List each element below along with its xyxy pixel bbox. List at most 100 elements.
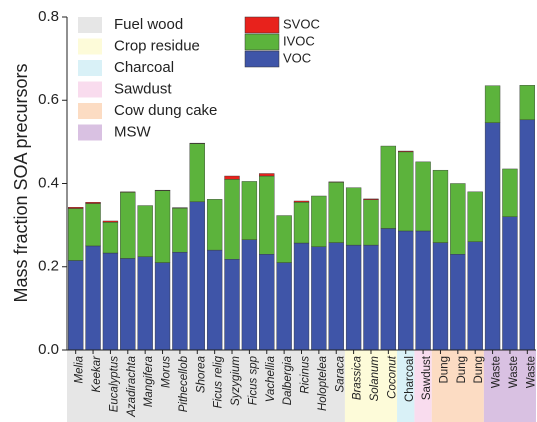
x-tick-label: Melia [74, 356, 86, 383]
bar-segment [363, 199, 379, 246]
x-tick-label: Eucalyptus [108, 356, 120, 413]
x-tick-label: Dung [438, 356, 450, 384]
bar-segment [484, 85, 501, 123]
y-tick-label: 0.8 [38, 8, 59, 25]
bar-segment [293, 202, 310, 244]
legend-label: Cow dung cake [114, 102, 217, 119]
x-tick-label: Azadirachta [126, 356, 138, 418]
bar-segment [85, 202, 101, 204]
bar-segment [415, 161, 431, 232]
bar-segment [102, 220, 119, 223]
bar-segment [224, 175, 240, 180]
x-tick-label: Waste [491, 356, 503, 388]
group-band [397, 350, 415, 422]
x-tick-label: Pithecellob [178, 355, 190, 412]
x-tick-label: Keekar [91, 355, 103, 393]
bar-segment [432, 242, 449, 351]
bar-segment [259, 254, 275, 351]
bar-segment [206, 249, 223, 351]
x-tick-label: Solanum [369, 356, 381, 402]
bar-segment [189, 143, 205, 203]
legend-swatch [78, 17, 102, 33]
bar-segment [398, 230, 414, 351]
legend-swatch [78, 60, 102, 76]
bar-segment [311, 246, 327, 351]
bar-segment [68, 207, 84, 209]
legend-label: Charcoal [114, 59, 174, 76]
bar-segment [328, 242, 344, 351]
bar-segment [206, 199, 223, 251]
y-axis-label: Mass fraction SOA precursors [11, 63, 31, 302]
bar-segment [85, 245, 101, 351]
x-tick-label: Ficus spp [247, 355, 259, 405]
bar-segment [502, 216, 518, 351]
group-band [67, 350, 345, 422]
bar-segment [154, 190, 171, 263]
x-tick-label: Brassica [352, 356, 364, 400]
legend-label: IVOC [283, 33, 315, 48]
legend-label: Crop residue [114, 37, 200, 54]
bar-segment [154, 262, 171, 351]
x-tick-label: Sawdust [421, 355, 433, 400]
bar-segment [224, 259, 240, 351]
bar-segment [85, 203, 101, 247]
bar-segment [259, 173, 275, 177]
legend-label: Fuel wood [114, 16, 183, 33]
x-tick-label: Holoptelea [317, 356, 329, 411]
bar-segment [102, 222, 119, 254]
bar-segment [450, 183, 466, 255]
bar-segment [345, 187, 362, 246]
y-tick-label: 0.2 [38, 258, 59, 275]
x-tick-label: Charcoal [404, 356, 416, 402]
bar-segment [189, 201, 205, 351]
legend-swatch [78, 38, 102, 55]
bar-segment [467, 191, 483, 242]
bar-segment [120, 192, 136, 259]
bar-segment [484, 122, 501, 351]
y-tick-label: 0.0 [38, 341, 59, 358]
bar-segment [363, 198, 379, 200]
legend-label: VOC [283, 50, 311, 65]
x-tick-label: Syzygium [230, 356, 242, 406]
x-tick-label: Dung [456, 356, 468, 384]
x-tick-label: Coconut [386, 355, 398, 399]
bar-segment [311, 195, 327, 247]
legend-swatch [78, 81, 102, 98]
bar-segment [519, 85, 535, 121]
bar-segment [259, 175, 275, 255]
x-tick-label: Shorea [195, 356, 207, 393]
x-tick-label: Mangifera [143, 356, 155, 407]
x-tick-label: Dalbergia [282, 356, 294, 405]
bar-segment [432, 169, 449, 243]
x-tick-label: Ficus relig [213, 355, 225, 408]
x-tick-label: Ricinus [300, 356, 312, 394]
bar-segment [276, 262, 292, 351]
group-band [483, 350, 536, 422]
bar-segment [450, 254, 466, 351]
bar-segment [415, 230, 431, 351]
legend-label: SVOC [283, 16, 320, 31]
group-band [414, 350, 432, 422]
group-band [344, 350, 398, 422]
legend-swatch [78, 103, 102, 119]
bar-segment [502, 168, 518, 217]
bar-segment [380, 228, 397, 351]
legend-label: MSW [114, 123, 152, 140]
x-tick-label: Waste [525, 356, 537, 388]
bar-segment [137, 205, 153, 257]
x-tick-label: Saraca [334, 356, 346, 392]
y-tick-label: 0.4 [38, 174, 59, 191]
bar-segment [68, 260, 84, 351]
bar-segment [293, 200, 310, 203]
bar-segment [120, 258, 136, 351]
x-tick-label: Dung [473, 356, 485, 384]
bar-segment [137, 256, 153, 351]
bar-segment [293, 242, 310, 351]
legend-swatch [78, 124, 102, 141]
bar-segment [398, 151, 414, 232]
bar-segment [276, 215, 292, 263]
legend-label: Sawdust [114, 80, 172, 97]
bar-segment [345, 244, 362, 351]
legend-swatch [244, 33, 280, 51]
bar-segment [68, 208, 84, 261]
